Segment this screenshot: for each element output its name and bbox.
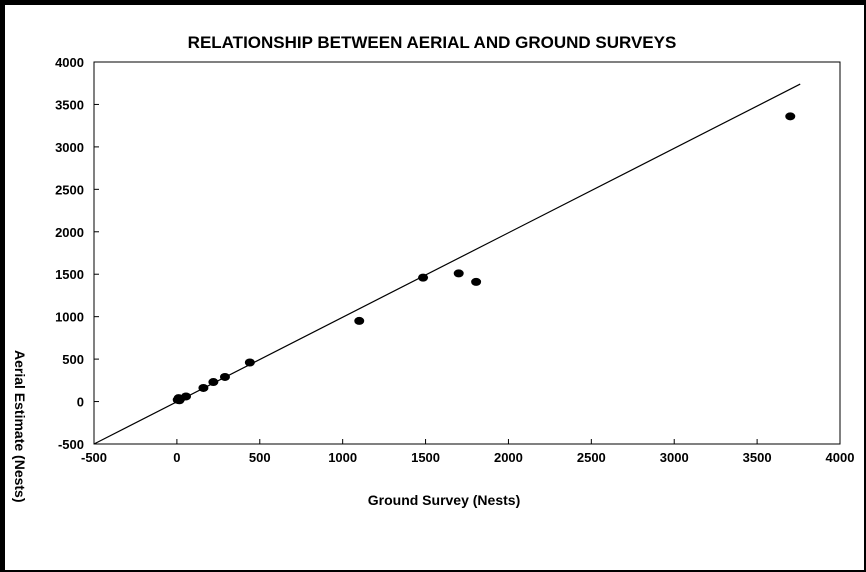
x-tick-label: 1000 [328,450,357,465]
data-point [418,273,429,282]
x-tick-label: 3000 [660,450,689,465]
x-axis: -500 0 500 1000 1500 2000 2500 3000 3500 4000 [81,439,854,465]
y-tick-label: -500 [58,437,84,452]
y-tick-label: 3500 [55,97,84,112]
x-axis-label: Ground Survey (Nests) [368,492,520,508]
y-axis: -500 0 500 1000 1500 2000 2500 3000 3500 4000 [55,55,99,452]
x-tick-label: -500 [81,450,107,465]
chart-title: RELATIONSHIP BETWEEN AERIAL AND GROUND S… [188,33,677,52]
y-tick-label: 500 [62,352,84,367]
x-tick-label: 1500 [411,450,440,465]
y-tick-label: 3000 [55,140,84,155]
y-tick-label: 0 [77,395,84,410]
data-point [354,316,365,325]
data-point [208,378,219,387]
x-tick-label: 2000 [494,450,523,465]
x-tick-label: 2500 [577,450,606,465]
y-tick-label: 4000 [55,55,84,70]
data-point [219,372,230,381]
data-point [785,112,796,121]
data-point [198,383,209,392]
data-point [471,277,482,286]
data-point [244,358,255,367]
plot-area [93,61,841,445]
x-tick-label: 4000 [826,450,855,465]
y-tick-label: 1500 [55,267,84,282]
y-axis-label: Aerial Estimate (Nests) [12,350,28,503]
data-points [172,112,796,405]
x-tick-label: 500 [249,450,271,465]
y-tick-label: 2500 [55,182,84,197]
data-point [453,269,464,278]
x-tick-label: 0 [173,450,180,465]
y-tick-label: 2000 [55,225,84,240]
data-point [181,392,192,401]
x-tick-label: 3500 [743,450,772,465]
plot-border [93,61,841,445]
y-tick-label: 1000 [55,310,84,325]
